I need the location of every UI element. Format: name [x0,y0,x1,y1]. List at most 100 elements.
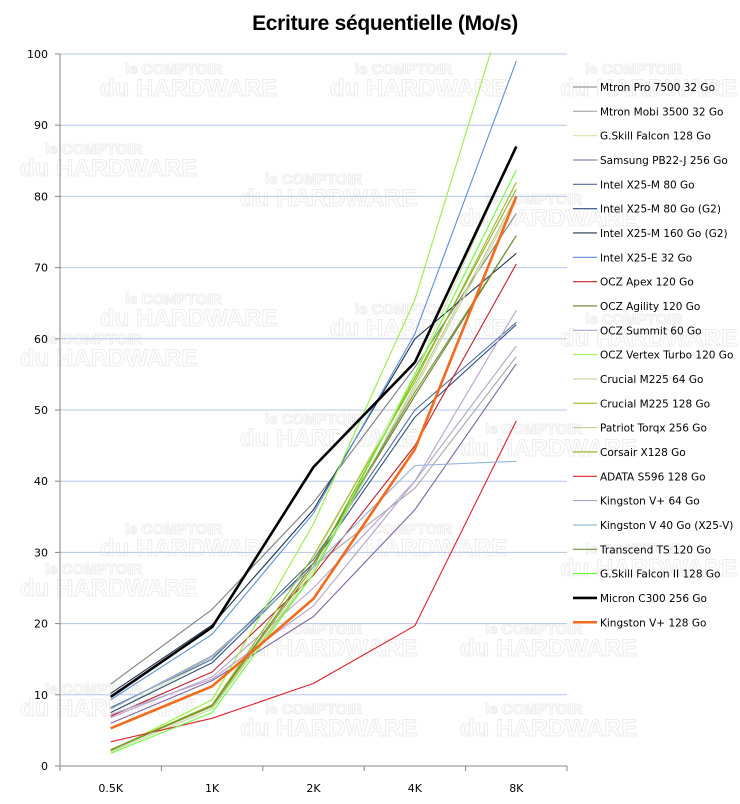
svg-text:le COMPTOIR: le COMPTOIR [485,621,582,638]
svg-text:le COMPTOIR: le COMPTOIR [355,61,452,78]
series-line-intel-x25-m-80-go [110,321,517,709]
legend-entry: G.Skill Falcon II 128 Go [573,569,720,581]
svg-text:du HARDWARE: du HARDWARE [560,75,737,102]
svg-text:le COMPTOIR: le COMPTOIR [45,561,142,578]
legend-entry: ADATA S596 128 Go [573,471,706,483]
svg-text:le COMPTOIR: le COMPTOIR [45,681,142,698]
y-tick-label: 10 [34,689,48,702]
series-line-samsung-pb22-j-256-go [110,363,517,724]
legend-entry: Micron C300 256 Go [573,593,707,605]
legend-label: OCZ Agility 120 Go [600,301,700,313]
y-tick-label: 70 [34,262,48,275]
series-layer [109,52,518,754]
legend-entry: G.Skill Falcon 128 Go [573,131,711,143]
legend-label: Samsung PB22-J 256 Go [600,155,728,167]
legend-entry: Crucial M225 128 Go [573,398,710,410]
svg-text:le COMPTOIR: le COMPTOIR [125,521,222,538]
series-line-crucial-m225-64-go [110,199,517,753]
svg-text:le COMPTOIR: le COMPTOIR [45,331,142,348]
x-tick-label: 8K [509,782,524,795]
svg-text:du HARDWARE: du HARDWARE [460,205,637,232]
legend-entry: Transcend TS 120 Go [573,544,711,556]
legend-label: Kingston V 40 Go (X25-V) [600,520,733,532]
y-tick-label: 50 [34,404,48,417]
y-tick-label: 100 [27,48,48,61]
svg-text:le COMPTOIR: le COMPTOIR [265,411,362,428]
series-line-intel-x25-m-160-go-g2 [110,252,517,694]
series-line-patriot-torqx-256-go [110,196,517,751]
legend-entry: Mtron Pro 7500 32 Go [573,82,715,94]
svg-text:le COMPTOIR: le COMPTOIR [265,701,362,718]
series-line-g-skill-falcon-ii-128-go [110,169,517,754]
legend-label: Intel X25-M 80 Go [600,179,695,191]
svg-text:du HARDWARE: du HARDWARE [460,715,637,742]
svg-text:le COMPTOIR: le COMPTOIR [485,191,582,208]
svg-text:du HARDWARE: du HARDWARE [240,185,417,212]
svg-text:du HARDWARE: du HARDWARE [460,435,637,462]
series-line-kingston-v-40-go-x25-v [110,460,517,710]
legend-label: Mtron Mobi 3500 32 Go [600,106,723,118]
svg-text:du HARDWARE: du HARDWARE [20,155,197,182]
y-tick-label: 40 [34,475,48,488]
svg-text:du HARDWARE: du HARDWARE [100,535,277,562]
svg-text:du HARDWARE: du HARDWARE [330,315,507,342]
y-tick-label: 60 [34,333,48,346]
legend-entry: Kingston V+ 128 Go [573,617,706,629]
svg-text:du HARDWARE: du HARDWARE [100,75,277,102]
svg-text:du HARDWARE: du HARDWARE [240,635,417,662]
legend-entry: Intel X25-M 160 Go (G2) [573,228,728,240]
legend-label: Patriot Torqx 256 Go [600,423,707,435]
svg-text:le COMPTOIR: le COMPTOIR [485,701,582,718]
svg-text:du HARDWARE: du HARDWARE [20,345,197,372]
y-tick-label: 0 [41,760,48,773]
y-tick-label: 90 [34,119,48,132]
legend-label: Micron C300 256 Go [600,593,707,605]
y-tick-label: 20 [34,618,48,631]
legend-entry: Patriot Torqx 256 Go [573,423,707,435]
series-line-ocz-vertex-turbo-120-go [110,52,492,752]
legend-label: Intel X25-E 32 Go [600,252,692,264]
svg-text:le COMPTOIR: le COMPTOIR [265,621,362,638]
legend-label: Kingston V+ 64 Go [600,496,700,508]
svg-text:du HARDWARE: du HARDWARE [560,555,737,582]
legend-label: Crucial M225 128 Go [600,398,710,410]
legend-label: Intel X25-M 80 Go (G2) [600,204,721,216]
svg-text:le COMPTOIR: le COMPTOIR [265,171,362,188]
legend-label: Kingston V+ 128 Go [600,617,706,629]
legend-entry: OCZ Agility 120 Go [573,301,700,313]
svg-text:le COMPTOIR: le COMPTOIR [45,141,142,158]
axes: 0 10 20 30 40 50 60 70 80 90 100 0.5K 1K 2K 4K 8K [27,48,568,795]
legend-label: OCZ Apex 120 Go [600,277,694,289]
legend-label: G.Skill Falcon 128 Go [600,131,711,143]
svg-text:le COMPTOIR: le COMPTOIR [585,61,682,78]
legend-label: Transcend TS 120 Go [599,544,711,556]
legend-entry: Crucial M225 64 Go [573,374,703,386]
svg-text:le COMPTOIR: le COMPTOIR [125,291,222,308]
gridlines [60,53,567,696]
svg-text:du HARDWARE: du HARDWARE [240,425,417,452]
svg-text:du HARDWARE: du HARDWARE [560,325,737,352]
x-tick-label: 2K [306,782,321,795]
x-tick-label: 1K [205,782,220,795]
legend-entry: Kingston V+ 64 Go [573,496,700,508]
chart-title: Ecriture séquentielle (Mo/s) [252,12,518,35]
svg-text:du HARDWARE: du HARDWARE [330,75,507,102]
svg-text:le COMPTOIR: le COMPTOIR [485,421,582,438]
svg-text:le COMPTOIR: le COMPTOIR [125,61,222,78]
legend-label: Intel X25-M 160 Go (G2) [600,228,728,240]
legend-label: OCZ Vertex Turbo 120 Go [600,350,733,362]
